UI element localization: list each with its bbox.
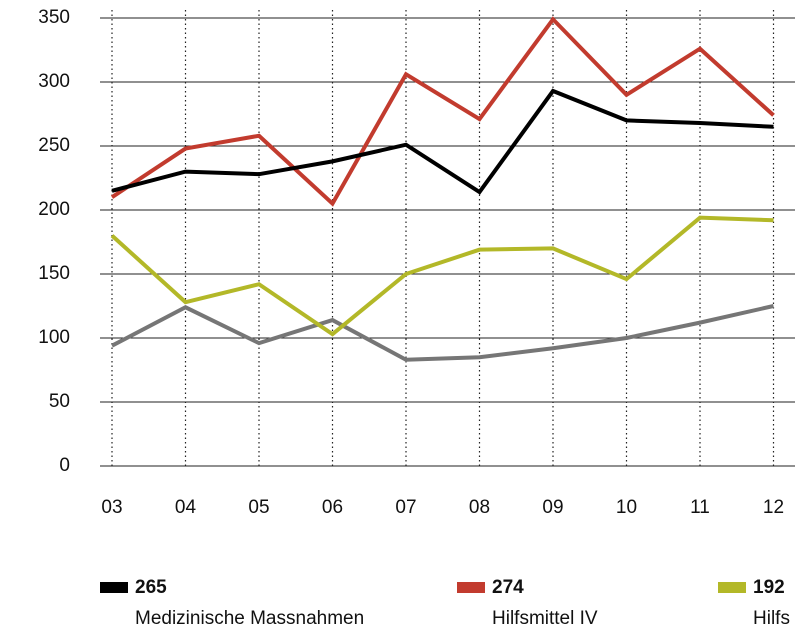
series-line xyxy=(111,88,774,195)
legend-label: Hilfs xyxy=(753,608,790,629)
series-line xyxy=(110,16,775,207)
legend-swatch xyxy=(100,582,128,593)
y-tick-label: 350 xyxy=(38,7,70,28)
series-line xyxy=(110,215,774,337)
legend-value: 274 xyxy=(492,577,524,598)
x-tick-label: 10 xyxy=(616,497,637,518)
legend-label: Medizinische Massnahmen xyxy=(135,608,364,629)
legend-swatch xyxy=(718,582,746,593)
y-tick-label: 50 xyxy=(49,391,70,412)
y-tick-label: 300 xyxy=(38,71,70,92)
y-tick-label: 100 xyxy=(38,327,70,348)
x-tick-label: 06 xyxy=(322,497,343,518)
y-tick-label: 200 xyxy=(38,199,70,220)
legend-label: Hilfsmittel IV xyxy=(492,608,598,629)
x-tick-label: 05 xyxy=(248,497,269,518)
x-tick-label: 04 xyxy=(175,497,197,518)
legend-swatch xyxy=(457,582,485,593)
x-tick-label: 12 xyxy=(763,497,784,518)
x-tick-label: 07 xyxy=(395,497,416,518)
y-tick-label: 250 xyxy=(38,135,70,156)
x-tick-label: 03 xyxy=(101,497,122,518)
x-tick-label: 09 xyxy=(542,497,563,518)
x-tick-label: 08 xyxy=(469,497,490,518)
y-tick-label: 150 xyxy=(38,263,70,284)
x-tick-label: 11 xyxy=(690,497,710,518)
legend-value: 265 xyxy=(135,577,167,598)
legend-value: 192 xyxy=(753,577,785,598)
series-line xyxy=(111,304,774,362)
y-tick-label: 0 xyxy=(59,455,70,476)
